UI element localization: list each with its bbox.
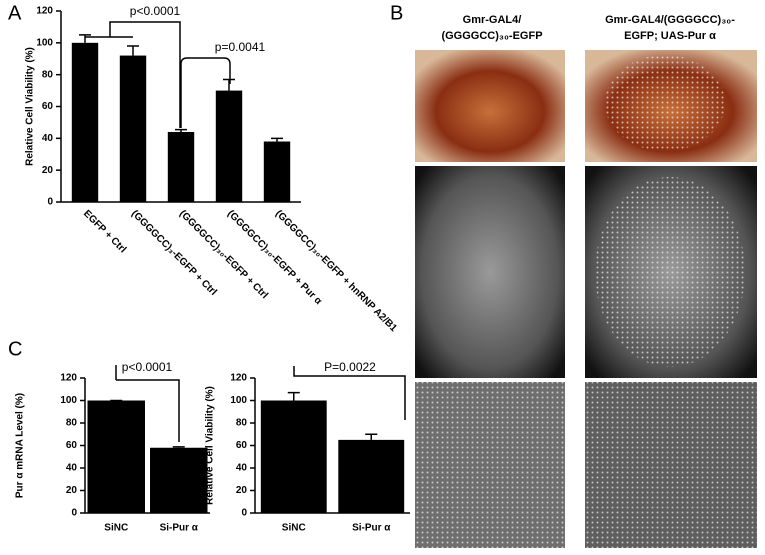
bar — [167, 131, 195, 202]
error-bar — [79, 34, 91, 43]
error-bar — [175, 128, 187, 132]
y-tick-label: 20 — [236, 485, 248, 496]
y-tick-label: 0 — [47, 197, 53, 208]
eye-photo — [415, 50, 565, 162]
eye-facets — [595, 177, 745, 367]
sem-image — [415, 166, 565, 378]
bar — [338, 439, 405, 513]
significance-bracket — [293, 366, 406, 420]
bar — [260, 400, 327, 513]
panel-label: C — [8, 338, 22, 360]
y-tick-label: 100 — [60, 395, 77, 406]
y-tick-label: 80 — [66, 418, 78, 429]
y-tick-label: 60 — [66, 440, 78, 451]
x-tick-label: SiNC — [282, 523, 306, 534]
error-bar — [172, 446, 185, 448]
column-header: EGFP; UAS-Pur α — [624, 30, 716, 42]
x-tick-label: EGFP + Ctrl — [81, 208, 128, 255]
error-bar — [271, 137, 283, 142]
x-tick-label: Si-Pur α — [160, 523, 199, 534]
x-tick-label: Si-Pur α — [352, 523, 391, 534]
annotation: P=0.0022 — [324, 360, 376, 374]
panel-label: B — [390, 2, 403, 24]
error-bar — [365, 433, 378, 440]
y-tick-label: 80 — [236, 418, 248, 429]
annotation: p<0.0001 — [130, 4, 181, 18]
y-tick-label: 100 — [230, 395, 247, 406]
bar — [263, 141, 291, 202]
y-axis-label: Relative Cell Viability (%) — [25, 47, 36, 166]
bar — [215, 90, 243, 202]
y-tick-label: 60 — [42, 101, 54, 112]
x-tick-label: (GGGGCC)₃₀-EGFP + Pur α — [225, 208, 324, 307]
y-tick-label: 40 — [236, 463, 248, 474]
image-grid — [415, 50, 757, 548]
sem-texture — [585, 382, 757, 548]
y-tick-label: 60 — [236, 440, 248, 451]
eye-facets — [605, 55, 725, 151]
bar — [150, 447, 208, 513]
error-bar — [127, 45, 139, 56]
significance-bracket — [115, 365, 180, 442]
annotation: p<0.0001 — [122, 360, 173, 374]
annotation: p=0.0041 — [215, 40, 266, 54]
column-header: (GGGGCC)₃₀-EGFP — [441, 30, 542, 42]
y-tick-label: 40 — [66, 463, 78, 474]
x-tick-label: (GGGGCC)₃₀-EGFP + Ctrl — [177, 208, 270, 301]
y-tick-label: 0 — [71, 508, 77, 519]
y-tick-label: 120 — [230, 373, 247, 384]
y-tick-label: 20 — [66, 485, 78, 496]
sem-texture — [415, 382, 565, 548]
y-tick-label: 120 — [60, 373, 77, 384]
significance-bracket — [180, 57, 231, 128]
error-bar — [223, 78, 235, 91]
column-header: Gmr-GAL4/(GGGGCC)₃₀- — [605, 14, 735, 26]
y-tick-label: 0 — [241, 508, 247, 519]
y-tick-label: 100 — [36, 37, 53, 48]
x-tick-label: (GGGGCC)₃-EGFP + Ctrl — [129, 208, 219, 298]
column-header: Gmr-GAL4/ — [463, 14, 522, 26]
y-axis-label: Pur α mRNA Level (%) — [15, 393, 26, 498]
error-bar — [287, 391, 300, 401]
y-axis-label: Relative Cell Viability (%) — [205, 386, 216, 505]
y-tick-label: 120 — [36, 6, 53, 17]
y-tick-label: 20 — [42, 165, 54, 176]
bar — [119, 55, 147, 202]
y-tick-label: 40 — [42, 133, 54, 144]
bar — [71, 42, 99, 203]
y-tick-label: 80 — [42, 69, 54, 80]
bar — [87, 400, 145, 513]
panel-label: A — [8, 2, 22, 24]
x-tick-label: SiNC — [104, 523, 128, 534]
significance-bracket — [85, 21, 181, 128]
